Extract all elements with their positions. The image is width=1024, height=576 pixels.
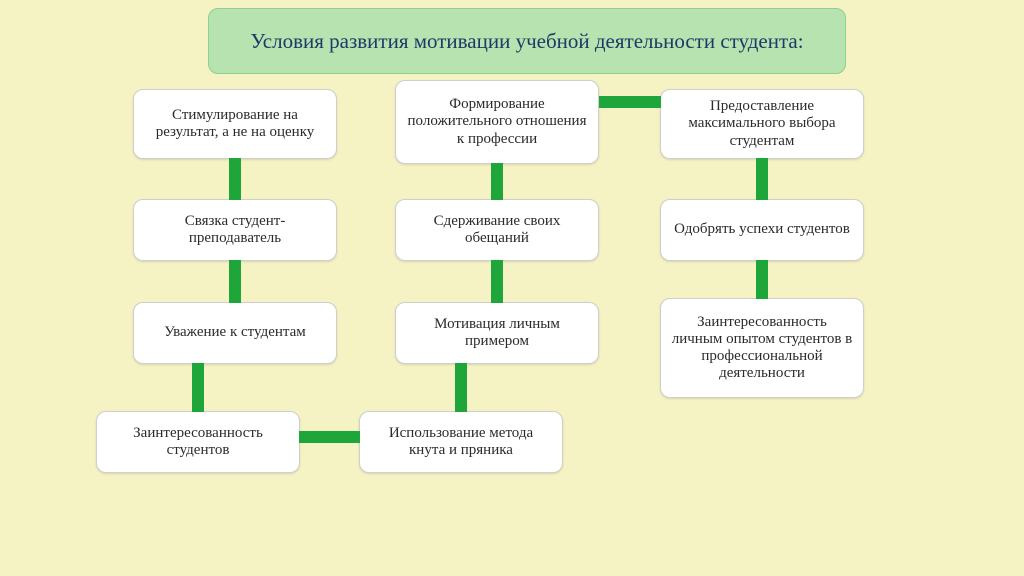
node-n7: Уважение к студентам (133, 302, 337, 364)
connector (491, 163, 503, 200)
connector (756, 260, 768, 299)
node-label: Предоставление максимального выбора студ… (671, 98, 853, 150)
node-n3: Предоставление максимального выбора студ… (660, 89, 864, 159)
node-n5: Сдерживание своих обещаний (395, 199, 599, 261)
node-label: Мотивация личным примером (406, 316, 588, 351)
connector (229, 260, 241, 303)
node-label: Уважение к студентам (164, 324, 306, 341)
connector (455, 363, 467, 412)
connector (192, 363, 204, 412)
node-n8: Мотивация личным примером (395, 302, 599, 364)
node-n2: Формирование положительного отношения к … (395, 80, 599, 164)
node-n4: Связка студент-преподаватель (133, 199, 337, 261)
connector (491, 260, 503, 303)
node-label: Использование метода кнута и пряника (370, 425, 552, 460)
node-n9: Заинтересованность личным опытом студент… (660, 298, 864, 398)
connector (756, 158, 768, 200)
node-label: Стимулирование на результат, а не на оце… (144, 107, 326, 142)
node-label: Сдерживание своих обещаний (406, 213, 588, 248)
connector (229, 158, 241, 200)
node-n6: Одобрять успехи студентов (660, 199, 864, 261)
node-n1: Стимулирование на результат, а не на оце… (133, 89, 337, 159)
node-label: Заинтересованность студентов (107, 425, 289, 460)
node-label: Заинтересованность личным опытом студент… (671, 314, 853, 383)
diagram-title-text: Условия развития мотивации учебной деяте… (250, 29, 803, 54)
connector (599, 96, 661, 108)
connector (299, 431, 360, 443)
node-label: Связка студент-преподаватель (144, 213, 326, 248)
node-n10: Заинтересованность студентов (96, 411, 300, 473)
diagram-title: Условия развития мотивации учебной деяте… (208, 8, 846, 74)
node-label: Формирование положительного отношения к … (406, 96, 588, 148)
node-n11: Использование метода кнута и пряника (359, 411, 563, 473)
node-label: Одобрять успехи студентов (674, 221, 850, 238)
